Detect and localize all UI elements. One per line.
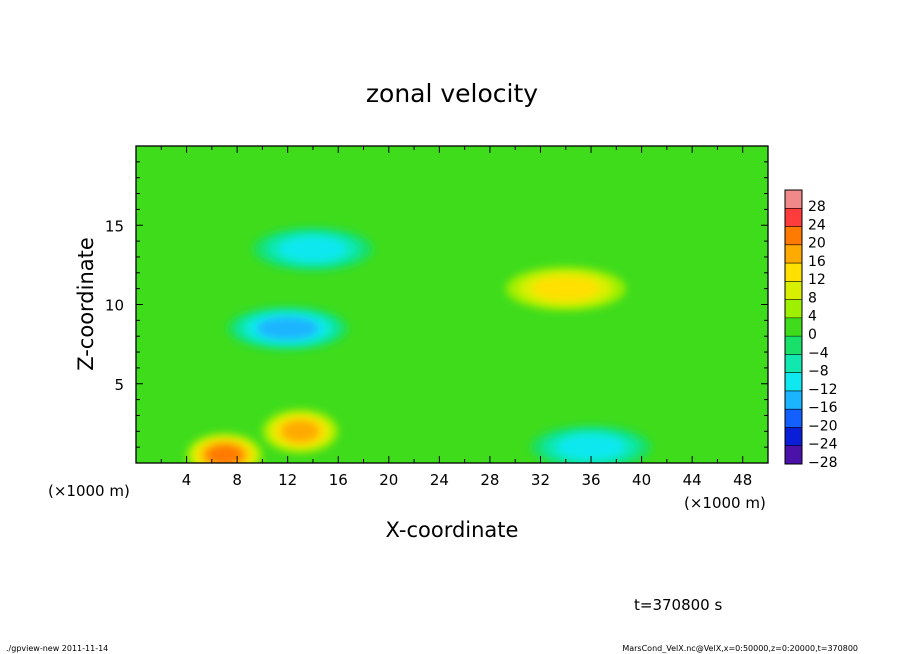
colorbar-swatch [785,208,802,227]
colorbar-label: 0 [808,327,817,343]
x-unit-left: (×1000 m) [48,482,130,500]
colorbar-swatch [785,445,802,465]
colorbar-swatch [785,336,802,355]
colorbar-swatch [785,281,802,300]
x-unit-right: (×1000 m) [684,494,766,512]
colorbar-swatch [785,317,802,337]
colorbar-label: 24 [808,217,826,233]
colorbar-swatch [785,427,802,447]
colorbar-swatch [785,244,802,264]
colorbar-label: 8 [808,291,817,307]
colorbar-swatch [785,190,802,209]
x-tick-label: 24 [430,471,449,489]
colorbar-swatch [785,372,802,392]
colorbar-label: −28 [808,455,838,471]
colorbar-label: −24 [808,437,838,453]
colorbar-label: −8 [808,364,829,380]
colorbar-label: −20 [808,418,838,434]
contour-max-0-level-3 [531,276,600,302]
colorbar: 28 24 20 16 12 8 4 0 −4 −8 −12 −16 −20 −24 −28 [784,189,838,471]
colorbar-label: 12 [808,272,826,288]
y-axis-label: Z-coordinate [74,237,98,371]
colorbar-swatch [785,390,802,410]
time-label: t=370800 s [634,596,722,614]
x-tick-label: 4 [182,471,192,489]
colorbar-swatch [785,263,802,282]
x-tick-label: 48 [733,471,752,489]
y-tick-label: 15 [105,217,124,235]
chart-title: zonal velocity [366,79,538,108]
colorbar-label: −12 [808,382,838,398]
y-axis: 5 10 15 [105,161,768,448]
colorbar-label: 4 [808,309,817,325]
contour-max-2-level-5 [206,444,243,463]
colorbar-label: 28 [808,199,826,215]
field-background [136,146,768,463]
footer-right: MarsCond_VelX.nc@VelX,x=0:50000,z=0:2000… [622,644,858,653]
contour-min-5-level-3 [557,434,626,460]
footer-left: ./gpview-new 2011-11-14 [6,644,108,653]
contour-max-1-level-4 [280,420,320,443]
colorbar-swatch [785,409,802,428]
x-tick-label: 20 [379,471,398,489]
y-tick-label: 5 [114,376,124,394]
contour-min-4-level-3 [278,236,347,262]
contour-min-3-level-4 [256,316,319,340]
colorbar-label: 16 [808,254,826,270]
colorbar-label: 20 [808,236,826,252]
x-tick-label: 28 [480,471,499,489]
colorbar-swatch [785,226,802,246]
colorbar-label: −4 [808,345,829,361]
x-tick-label: 8 [232,471,242,489]
x-axis-label: X-coordinate [386,518,519,542]
x-tick-label: 32 [531,471,550,489]
x-axis: 4 8 12 16 20 24 28 32 36 40 44 48 [160,146,752,489]
x-tick-label: 40 [632,471,651,489]
x-tick-label: 12 [278,471,297,489]
x-tick-label: 44 [683,471,702,489]
x-tick-label: 36 [581,471,600,489]
y-tick-label: 10 [105,297,124,315]
plot-area [136,146,768,463]
x-tick-label: 16 [329,471,348,489]
colorbar-swatch [785,299,802,319]
colorbar-label: −16 [808,400,838,416]
colorbar-swatch [785,354,802,373]
field-contours [186,227,652,463]
